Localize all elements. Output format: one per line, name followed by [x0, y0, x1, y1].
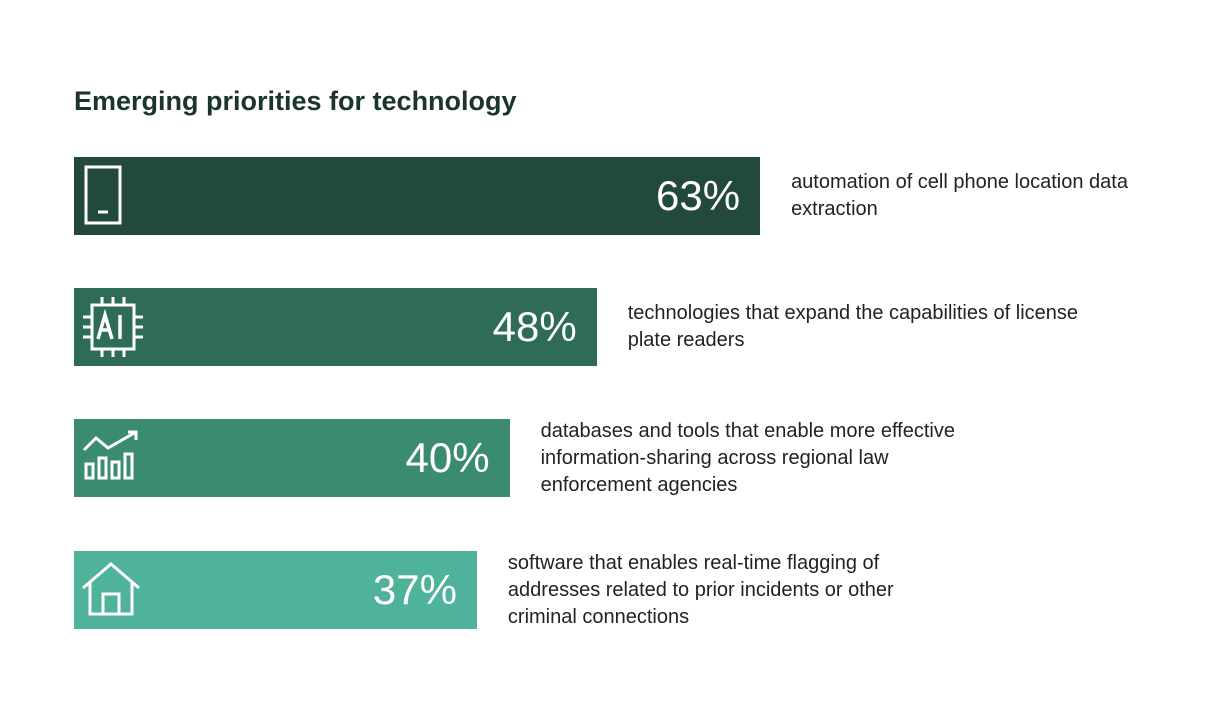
category-label: technologies that expand the capabilitie…: [627, 302, 1079, 351]
category-label: databases and tools that enable more eff…: [540, 419, 955, 496]
category-label: automation of cell phone location data e…: [791, 171, 1128, 220]
value-label: 40%: [405, 434, 490, 481]
bar: [74, 419, 510, 497]
category-label: software that enables real-time flagging…: [507, 551, 894, 628]
bar: [74, 157, 761, 235]
chart-title: Emerging priorities for technology: [74, 86, 517, 116]
growth-chart-icon: [80, 428, 142, 484]
value-label: 37%: [372, 566, 457, 613]
value-label: 63%: [656, 172, 741, 219]
ai-chip-icon: [80, 295, 146, 359]
house-icon: [80, 560, 142, 618]
phone-icon: [80, 164, 128, 228]
value-label: 48%: [492, 303, 577, 350]
bar: [74, 551, 477, 629]
bar: [74, 288, 597, 366]
